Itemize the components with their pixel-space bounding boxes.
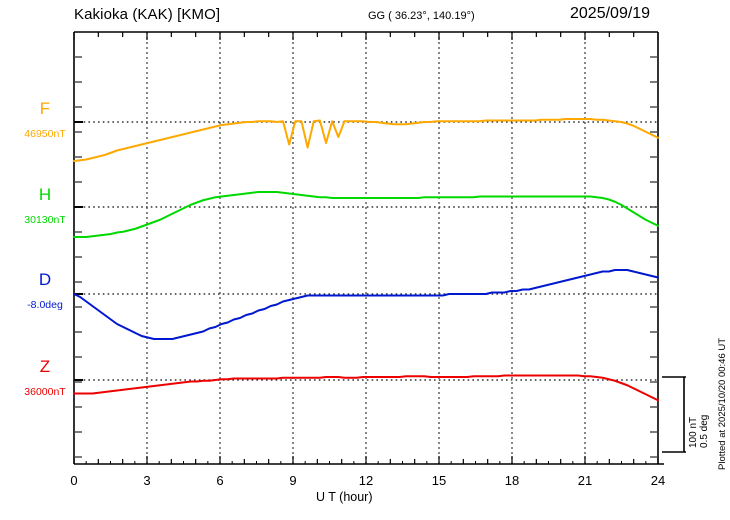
component-label-f: F: [39, 99, 51, 118]
observation-date: 2025/09/19: [570, 5, 651, 22]
baselines-group: [74, 121, 658, 381]
gridlines-group: [146, 32, 586, 464]
component-baseline-h: 30130nT: [24, 214, 66, 226]
trace-d: [73, 269, 659, 340]
x-tick-label: 12: [358, 473, 374, 488]
x-tick-label: 21: [577, 473, 593, 488]
trace-f: [73, 118, 659, 162]
x-tick-label: 9: [289, 473, 297, 488]
x-tick-label: 15: [431, 473, 447, 488]
trace-z: [73, 374, 659, 402]
component-label-z: Z: [39, 357, 51, 376]
scale-bar-label-nt: 100 nT: [688, 416, 699, 448]
data-traces-group: [73, 118, 659, 402]
x-tick-label: 3: [143, 473, 151, 488]
x-tick-label: 24: [650, 473, 666, 488]
scale-bar-label-deg: 0.5 deg: [699, 414, 710, 448]
axis-frame-group: [73, 31, 664, 465]
component-baseline-d: -8.0deg: [27, 299, 63, 311]
component-label-d: D: [38, 270, 52, 289]
x-tick-label: 6: [216, 473, 224, 488]
component-baseline-z: 36000nT: [24, 386, 66, 398]
x-tick-label: 0: [70, 473, 78, 488]
component-baseline-f: 46950nT: [24, 128, 66, 140]
plotted-timestamp: Plotted at 2025/10/20 00:46 UT: [717, 337, 728, 470]
axis-ticks-group: [73, 32, 659, 464]
x-axis-title: U T (hour): [316, 490, 373, 504]
trace-h: [73, 191, 659, 238]
x-tick-label: 18: [504, 473, 520, 488]
component-label-h: H: [38, 185, 52, 204]
geographic-coordinates: GG ( 36.23°, 140.19°): [368, 10, 475, 22]
scale-bar-group: [662, 376, 686, 453]
page-title: Kakioka (KAK) [KMO]: [74, 6, 221, 23]
